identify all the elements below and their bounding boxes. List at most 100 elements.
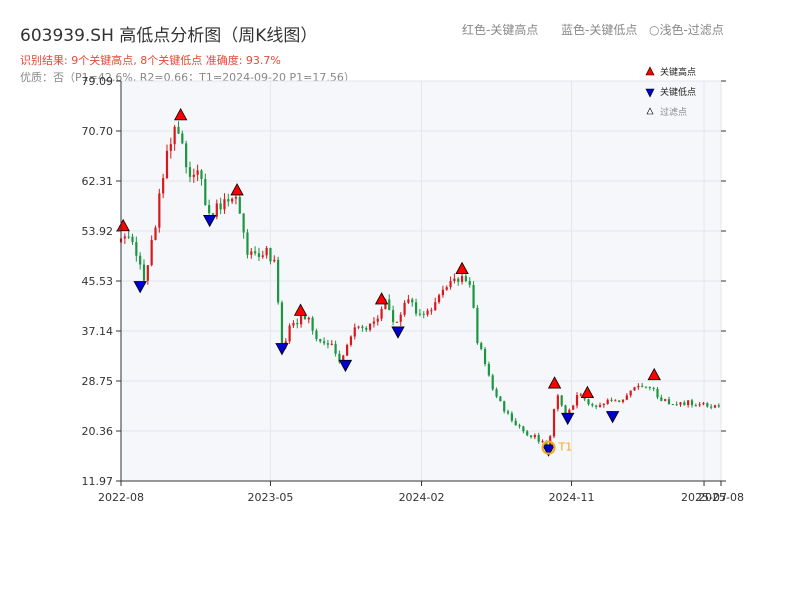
candle-body [698, 404, 701, 406]
candle-body [710, 406, 713, 408]
legend-low-icon [645, 88, 655, 98]
candle-body [437, 295, 441, 303]
candle-body [541, 441, 544, 443]
y-tick-label: 70.70 [82, 125, 114, 138]
candle-body [173, 126, 176, 145]
candle-body [418, 313, 422, 315]
legend-red-text: 红色-关键高点 [462, 23, 539, 37]
candle-body [204, 179, 207, 206]
candle-body [181, 133, 184, 144]
candle-body [480, 343, 483, 349]
legend-high-icon [645, 66, 655, 76]
candle-body [441, 289, 444, 296]
key-high-marker [293, 303, 308, 316]
candle-body [277, 259, 280, 303]
candle-body [610, 399, 613, 401]
key-high-marker [230, 183, 244, 196]
candle-body [464, 276, 467, 282]
candle-body [598, 405, 602, 407]
candle-body [338, 353, 341, 363]
candle-body [165, 150, 169, 179]
candle-body [679, 402, 682, 405]
candle-body [472, 284, 475, 308]
x-tick-label: 2022-08 [98, 491, 144, 504]
y-tick-label: 79.09 [82, 75, 114, 88]
candle-body [713, 405, 717, 408]
candle-body [261, 255, 264, 257]
legend-label: 关键低点 [660, 86, 696, 98]
candle-body [460, 276, 464, 282]
candle-body [434, 302, 437, 311]
candle-body [169, 144, 172, 151]
key-low-marker [391, 326, 405, 339]
candle-body [188, 167, 192, 177]
key-point-markers: T1 [116, 108, 661, 457]
candle-body [200, 170, 203, 180]
candle-body [345, 344, 349, 356]
key-low-marker [275, 343, 289, 356]
candle-body [242, 213, 245, 233]
candle-body [495, 389, 498, 397]
x-tick-label: 2025-07 [681, 491, 727, 504]
candle-body [150, 239, 153, 266]
candle-body [595, 405, 598, 407]
candle-body [629, 390, 632, 396]
candle-body [514, 420, 517, 426]
key-high-marker [647, 367, 661, 381]
y-tick-label: 20.36 [82, 425, 114, 438]
candle-body [300, 315, 303, 325]
candle-body [142, 264, 146, 281]
candle-body [146, 265, 149, 281]
candle-body [422, 313, 425, 315]
candle-body [250, 251, 253, 255]
candle-body [648, 386, 651, 388]
candle-body [257, 253, 261, 257]
candle-body [158, 193, 161, 228]
candle-body [227, 199, 230, 202]
candle-body [483, 348, 487, 364]
key-low-marker [133, 281, 147, 294]
key-high-marker [374, 292, 389, 305]
candle-body [633, 387, 636, 391]
candle-body [296, 322, 299, 325]
candle-body [219, 203, 222, 210]
candle-body [323, 341, 326, 344]
candle-body [223, 199, 226, 210]
candle-body [491, 375, 494, 390]
candle-body [273, 259, 276, 262]
candle-body [453, 278, 456, 281]
candle-body [311, 317, 314, 331]
y-tick-label: 45.53 [82, 275, 114, 288]
candle-body [614, 400, 617, 402]
candle-body [215, 203, 218, 217]
candle-body [537, 435, 540, 442]
candle-body [135, 242, 138, 256]
candle-body [185, 143, 188, 168]
candle-body [687, 400, 690, 406]
candle-body [407, 299, 410, 303]
candle-body [644, 386, 648, 388]
candle-body [196, 170, 199, 175]
candle-body [380, 309, 383, 319]
key-high-marker [580, 385, 595, 398]
t1-label: T1 [558, 441, 573, 454]
legend-light-text: ○浅色-过滤点 [649, 23, 724, 37]
candle-body [334, 343, 337, 354]
chart-title: 603939.SH 高低点分析图（周K线图） [20, 26, 318, 46]
candle-body [503, 401, 506, 412]
candle-body [518, 425, 521, 427]
candle-body [591, 404, 594, 406]
x-tick-label: 2023-05 [247, 491, 293, 504]
candle-body [625, 395, 628, 400]
candle-body [694, 405, 697, 407]
candle-body [399, 314, 402, 322]
candle-body [457, 278, 460, 282]
candle-body [717, 405, 720, 407]
x-tick-label: 2024-11 [549, 491, 595, 504]
legend-label: 关键高点 [660, 66, 696, 78]
candle-body [234, 197, 238, 199]
key-low-marker [203, 215, 217, 228]
candle-body [231, 198, 234, 202]
candle-body [280, 302, 284, 347]
